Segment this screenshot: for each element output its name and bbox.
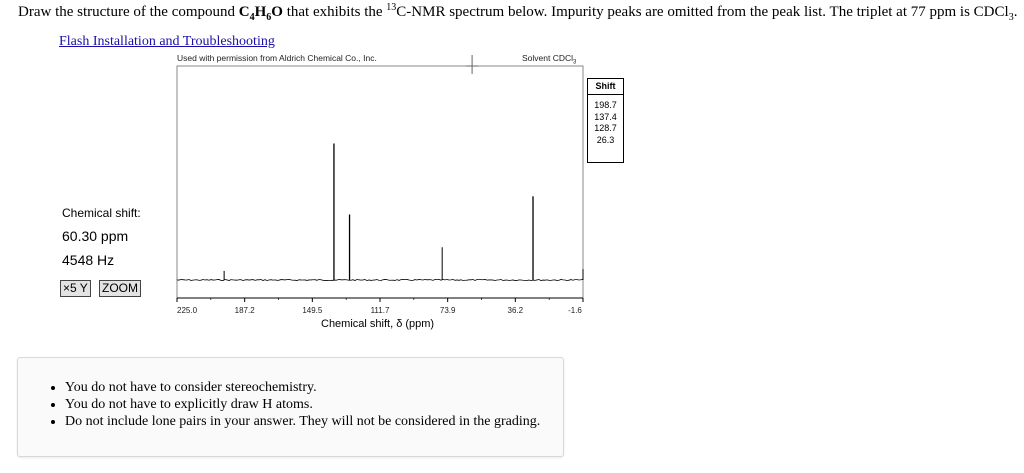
shift-value: 137.4 (594, 111, 617, 122)
instruction-item: You do not have to explicitly draw H ato… (65, 396, 563, 413)
shift-cursor[interactable] (466, 55, 479, 74)
x-axis-ticks (176, 298, 584, 302)
question-part3: C-NMR spectrum below. Impurity peaks are… (396, 4, 1009, 20)
solvent-label: Solvent CDCl3 (522, 53, 576, 66)
x-tick-label: -1.6 (568, 306, 582, 315)
flash-installation-link[interactable]: Flash Installation and Troubleshooting (59, 34, 275, 49)
x-tick-label: 73.9 (440, 306, 456, 315)
question-text: Draw the structure of the compound C4H6O… (18, 2, 1018, 23)
spectrum-baseline (176, 278, 584, 282)
x-tick-label: 225.0 (177, 306, 198, 315)
cdcl-subscript: 3 (1008, 12, 1014, 23)
formula-h-sub: 6 (266, 12, 272, 23)
x-axis-label: Chemical shift, δ (ppm) (321, 318, 435, 330)
shift-value: 26.3 (596, 134, 615, 145)
shift-table: Shift 198.7 137.4 128.7 26.3 (587, 78, 624, 163)
molecular-formula: C4H6O (238, 4, 283, 23)
instruction-item: Do not include lone pairs in your answer… (65, 413, 563, 430)
nmr-superscript: 13 (386, 2, 397, 13)
spectrum-peaks (223, 143, 584, 280)
zoom-button[interactable]: ZOOM (99, 280, 141, 297)
instruction-item: You do not have to consider stereochemis… (65, 379, 563, 396)
formula-o: O (271, 4, 283, 20)
question-part2: that exhibits the (282, 4, 387, 20)
formula-h: H (254, 4, 267, 20)
question-part1: Draw the structure of the compound (18, 4, 239, 20)
x-tick-label: 149.5 (302, 306, 323, 315)
x-tick-label: 187.2 (235, 306, 256, 315)
spectrum-frame (176, 65, 584, 299)
x5-y-button[interactable]: ×5 Y (60, 280, 91, 297)
x-tick-label: 36.2 (508, 306, 524, 315)
x-tick-label: 111.7 (371, 306, 390, 315)
solvent-prefix: Solvent CDCl (522, 53, 574, 63)
question-part4: . (1013, 4, 1018, 20)
solvent-sub: 3 (573, 59, 577, 66)
formula-c-sub: 4 (249, 12, 255, 23)
shift-table-header: Shift (588, 79, 623, 95)
formula-c: C (238, 4, 250, 20)
permission-note: Used with permission from Aldrich Chemic… (177, 53, 377, 63)
x-axis-tick-labels: 225.0 187.2 149.5 111.7 73.9 36.2 -1.6 (177, 306, 582, 315)
instructions-box: You do not have to consider stereochemis… (17, 357, 564, 457)
chemical-shift-label: Chemical shift: (62, 206, 141, 220)
shift-value: 198.7 (594, 100, 617, 110)
chemical-shift-ppm: 60.30 ppm (62, 228, 129, 244)
shift-value: 128.7 (594, 123, 617, 133)
chemical-shift-hz: 4548 Hz (62, 252, 115, 268)
